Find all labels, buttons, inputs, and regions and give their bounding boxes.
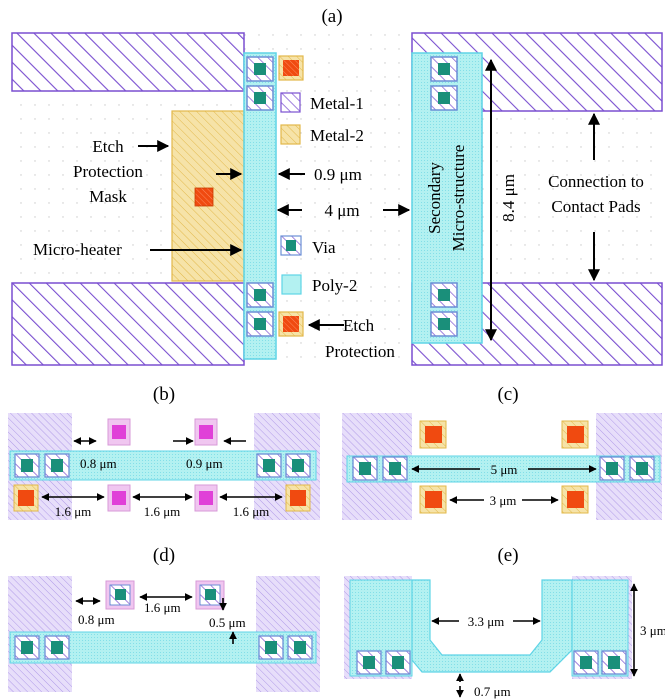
dim-label-height: 3 μm xyxy=(640,623,665,638)
width-dimension-label: 4 μm xyxy=(324,201,359,220)
via xyxy=(599,456,625,481)
etch-square xyxy=(419,485,447,514)
etch-mask-label-line2: Protection xyxy=(73,162,143,181)
panel-e: (e) 3.3 μm 3 μm 0.7 μm xyxy=(344,545,665,699)
via xyxy=(629,456,655,481)
top-via xyxy=(105,580,135,610)
via xyxy=(44,453,70,478)
via xyxy=(352,456,378,481)
dim-label-middle: 5 μm xyxy=(491,462,518,477)
via xyxy=(287,635,313,660)
via xyxy=(356,650,382,675)
etch-square xyxy=(561,485,589,514)
via xyxy=(382,456,408,481)
height-dimension-label: 8.4 μm xyxy=(499,174,518,222)
via xyxy=(573,650,599,675)
u-shaped-heater xyxy=(411,579,573,673)
etch-square xyxy=(561,420,589,449)
legend-label-poly2: Poly-2 xyxy=(312,276,357,295)
dim-label-bottom: 3 μm xyxy=(490,493,517,508)
connection-label-line2: Contact Pads xyxy=(551,197,640,216)
via xyxy=(430,311,458,337)
panel-e-label: (e) xyxy=(497,545,518,566)
etch-square xyxy=(278,311,304,337)
magenta-pad xyxy=(194,418,218,446)
etch-square xyxy=(419,420,447,449)
via xyxy=(14,453,40,478)
dim-label-left: 0.8 μm xyxy=(78,612,115,627)
via-group-a xyxy=(246,56,458,337)
dim-label-middle: 1.6 μm xyxy=(144,600,181,615)
dim-label-right: 0.5 μm xyxy=(209,615,246,630)
top-via xyxy=(195,580,225,610)
secondary-label-line2: Micro-structure xyxy=(449,145,468,252)
metal1-pad-top-left xyxy=(11,32,245,92)
panel-a-label: (a) xyxy=(321,6,342,27)
panel-d: (d) 0.8 μm 1.6 μm 0.5 μm xyxy=(8,545,320,692)
micro-heater-label: Micro-heater xyxy=(33,240,122,259)
etch-square xyxy=(285,484,311,512)
via xyxy=(385,650,411,675)
via xyxy=(258,635,284,660)
magenta-pad xyxy=(107,484,131,512)
panel-d-label: (d) xyxy=(153,545,175,566)
panel-b-label: (b) xyxy=(153,384,175,405)
dim-label-bottom: 0.7 μm xyxy=(474,684,511,699)
via xyxy=(14,635,40,660)
legend-label-metal2: Metal-2 xyxy=(310,126,364,145)
etch-mask-label-line3: Mask xyxy=(89,187,127,206)
dim-label-bottom-3: 1.6 μm xyxy=(233,504,270,519)
etch-mask-annotation: Etch Protection Mask xyxy=(73,137,170,206)
legend-swatch-poly2 xyxy=(281,274,302,295)
panel-c-label: (c) xyxy=(497,384,518,405)
legend-label-metal1: Metal-1 xyxy=(310,94,364,113)
gap-dimension-label: 0.9 μm xyxy=(314,165,362,184)
dim-label-top-left: 0.8 μm xyxy=(80,456,117,471)
dim-label-bottom-2: 1.6 μm xyxy=(144,504,181,519)
dim-label-bottom-1: 1.6 μm xyxy=(55,504,92,519)
etch-square xyxy=(278,55,304,81)
legend-swatch-metal2 xyxy=(280,124,301,145)
magenta-pad xyxy=(107,418,131,446)
via xyxy=(430,282,458,308)
magenta-pad xyxy=(194,484,218,512)
etch-square xyxy=(13,484,39,512)
via xyxy=(256,453,282,478)
connection-label-line1: Connection to xyxy=(548,172,644,191)
via xyxy=(246,56,274,82)
secondary-label-line1: Secondary xyxy=(425,162,444,234)
dim-label-top-right: 0.9 μm xyxy=(186,456,223,471)
etch-protection-label-line1: Etch xyxy=(343,316,375,335)
via xyxy=(44,635,70,660)
etch-mask-label-line1: Etch xyxy=(92,137,124,156)
legend-swatch-metal1 xyxy=(280,92,301,113)
etch-protection-label-line2: Protection xyxy=(325,342,395,361)
via xyxy=(430,85,458,111)
panel-c: (c) 5 μm 3 μm xyxy=(342,384,662,520)
via xyxy=(246,311,274,337)
via xyxy=(285,453,311,478)
metal1-pad-bottom-left xyxy=(11,282,245,366)
etch-square xyxy=(194,187,214,207)
panel-b: (b) 0.8 μm 0.9 μm 1.6 μm 1.6 μm 1.6 μm xyxy=(8,384,320,520)
legend: Metal-1 Metal-2 Via Poly-2 xyxy=(280,92,364,295)
dim-label-width: 3.3 μm xyxy=(468,614,505,629)
legend-label-via: Via xyxy=(312,238,336,257)
via xyxy=(430,56,458,82)
legend-swatch-via xyxy=(280,235,302,256)
panel-a: (a) Metal-1 xyxy=(11,6,663,366)
via xyxy=(601,650,627,675)
via xyxy=(246,85,274,111)
via xyxy=(246,282,274,308)
